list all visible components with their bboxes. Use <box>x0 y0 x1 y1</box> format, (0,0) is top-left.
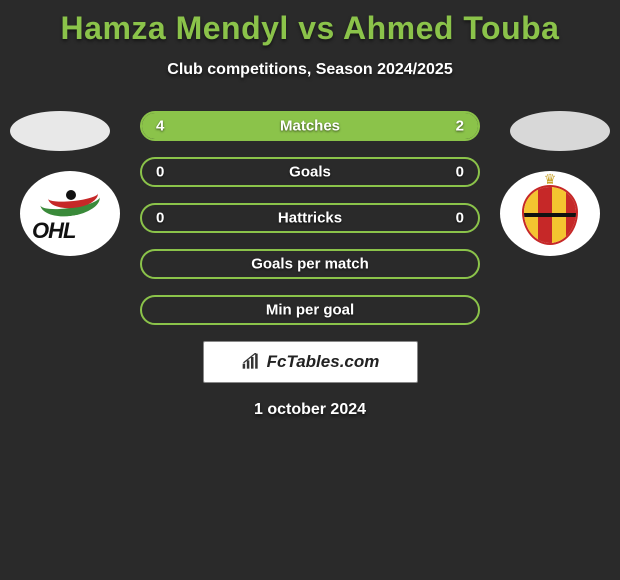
page-title: Hamza Mendyl vs Ahmed Touba <box>0 0 620 47</box>
stat-row-min-per-goal: Min per goal <box>140 295 480 325</box>
page-subtitle: Club competitions, Season 2024/2025 <box>0 61 620 79</box>
player-left-avatar <box>10 111 110 151</box>
stat-value-left: 0 <box>156 164 164 181</box>
club-badge-right: ♛ <box>500 171 600 256</box>
bar-chart-icon <box>241 353 261 371</box>
ohl-logo-icon: OHL <box>30 184 110 244</box>
stat-label: Goals per match <box>251 256 369 273</box>
stat-label: Hattricks <box>278 210 342 227</box>
brand-watermark[interactable]: FcTables.com <box>203 341 418 383</box>
brand-text: FcTables.com <box>267 352 380 372</box>
stat-value-right: 2 <box>456 118 464 135</box>
player-right-avatar <box>510 111 610 151</box>
club-badge-left: OHL <box>20 171 120 256</box>
comparison-area: OHL ♛ 4 Matches 2 0 Goals <box>0 111 620 419</box>
kvm-shield-icon: ♛ <box>522 181 578 247</box>
stats-container: 4 Matches 2 0 Goals 0 0 Hattricks 0 Goal… <box>140 111 480 325</box>
stat-value-left: 4 <box>156 118 164 135</box>
stat-row-hattricks: 0 Hattricks 0 <box>140 203 480 233</box>
stat-value-right: 0 <box>456 210 464 227</box>
footer-date: 1 october 2024 <box>0 401 620 419</box>
stat-row-matches: 4 Matches 2 <box>140 111 480 141</box>
stat-label: Goals <box>289 164 331 181</box>
stat-label: Matches <box>280 118 340 135</box>
ohl-text: OHL <box>32 218 75 244</box>
stat-value-right: 0 <box>456 164 464 181</box>
stat-label: Min per goal <box>266 302 354 319</box>
stat-row-goals-per-match: Goals per match <box>140 249 480 279</box>
stat-value-left: 0 <box>156 210 164 227</box>
stat-row-goals: 0 Goals 0 <box>140 157 480 187</box>
